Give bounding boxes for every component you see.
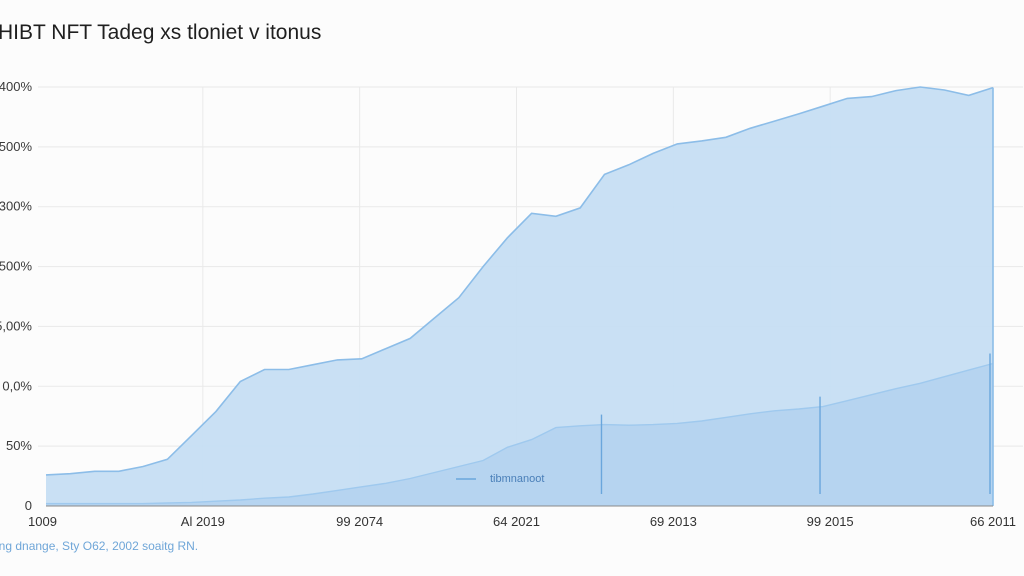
x-tick-label: 69 2013 bbox=[650, 514, 697, 529]
y-tick-label: 500% bbox=[0, 259, 32, 274]
lower-series-line bbox=[46, 362, 994, 505]
y-tick-label: 400% bbox=[0, 79, 32, 94]
chart-title: HIBT NFT Tadeg xs tloniet v itonus bbox=[0, 21, 322, 44]
vertical-markers bbox=[600, 353, 991, 494]
y-tick-label: 50% bbox=[6, 438, 32, 453]
x-tick-label: 64 2021 bbox=[493, 514, 540, 529]
area-series bbox=[45, 86, 994, 506]
x-tick-label: 99 2074 bbox=[336, 514, 383, 529]
y-tick-label: 5,00% bbox=[0, 318, 32, 333]
y-tick-label: 0 bbox=[25, 498, 32, 513]
x-tick-label: 1009 bbox=[28, 514, 57, 529]
chart-caption: ing dnange, Sty O62, 2002 soaitg RN. bbox=[0, 539, 199, 553]
x-tick-label: 99 2015 bbox=[807, 514, 854, 529]
y-tick-label: 5300% bbox=[0, 199, 32, 214]
y-tick-labels: 0 50% 0,0% 5,00% 500% 5300% 500% 400% bbox=[0, 79, 32, 513]
y-tick-label: 0,0% bbox=[2, 378, 32, 393]
lower-area-fill bbox=[46, 363, 993, 506]
x-tick-label: 66 2011 bbox=[970, 514, 1016, 529]
x-tick-labels: 1009 Al 2019 99 2074 64 2021 69 2013 99 2015 6… bbox=[28, 514, 1016, 529]
legend: tibmnanoot bbox=[456, 473, 544, 485]
x-tick-label: Al 2019 bbox=[181, 514, 225, 529]
upper-series-line bbox=[45, 86, 994, 476]
y-tick-label: 500% bbox=[0, 139, 32, 154]
upper-area-fill bbox=[46, 87, 993, 506]
legend-label: tibmnanoot bbox=[490, 473, 544, 485]
